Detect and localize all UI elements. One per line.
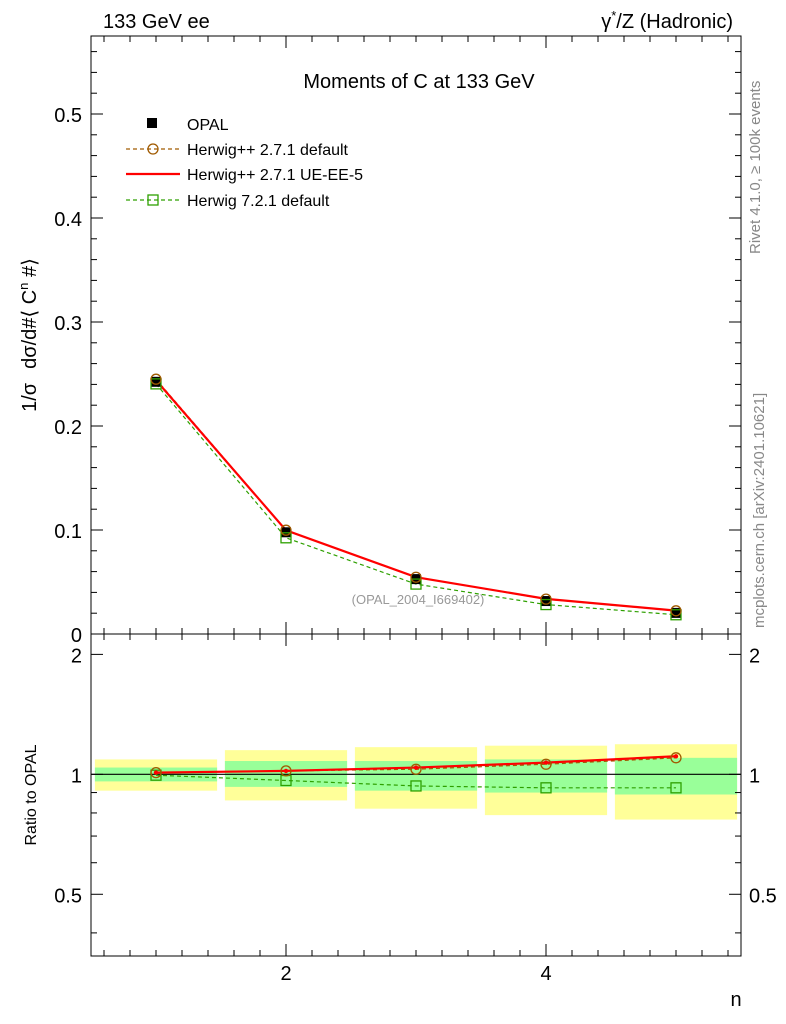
rivet-label: Rivet 4.1.0, ≥ 100k events: [747, 81, 764, 254]
legend-herwig7-label: Herwig 7.2.1 default: [187, 193, 330, 210]
ratio-y-tick-label-right: 1: [749, 765, 760, 787]
ratio-herwigpp-default-point: [410, 763, 422, 775]
legend-opal-marker: [147, 118, 157, 128]
ratio-y-tick-label-left: 2: [71, 645, 82, 667]
herwig7-point: [540, 598, 552, 611]
ratio-herwig7-point: [540, 782, 552, 794]
x-tick-label: 4: [540, 963, 551, 985]
legend-herwigpp-default-marker: [147, 143, 159, 155]
legend: OPAL Herwig++ 2.7.1 default Herwig++ 2.7…: [126, 117, 363, 210]
ratio-herwigpp-default-point: [540, 758, 552, 770]
herwigpp-default-point: [150, 373, 162, 385]
legend-item-herwigpp-ueee5: Herwig++ 2.7.1 UE-EE-5: [126, 167, 363, 184]
ratio-herwigpp-ueee5-point: [283, 768, 289, 774]
main-y-tick-label: 0.5: [54, 105, 82, 127]
ratio-herwigpp-default-point: [150, 766, 162, 779]
opal-data-point: [541, 596, 551, 607]
main-y-axis-label: 1/σdσ/d#⟨ Cn #⟩: [16, 258, 41, 412]
opal-data-point: [671, 607, 681, 618]
herwig7-point: [670, 609, 682, 621]
main-y-tick-label: 0.1: [54, 521, 82, 543]
main-y-tick-label: 0.3: [54, 313, 82, 335]
analysis-watermark: (OPAL_2004_I669402): [352, 592, 485, 607]
main-data-marks: [150, 373, 682, 621]
ratio-plot: 0.5 0.5 1 1 2 2 2 4 Ratio to OPAL n: [23, 633, 777, 1011]
herwigpp-default-point: [670, 605, 682, 617]
opal-data-point: [151, 376, 161, 387]
ratio-y-tick-label-left: 0.5: [54, 885, 82, 907]
x-tick-label: 2: [280, 963, 291, 985]
legend-item-herwigpp-default: Herwig++ 2.7.1 default: [126, 142, 349, 159]
header-right-label: γ*/Z (Hadronic): [601, 8, 733, 33]
herwig7-point: [410, 578, 422, 590]
header-left-label: 133 GeV ee: [103, 11, 210, 33]
herwigpp-default-point: [540, 593, 552, 605]
ratio-herwigpp-default-point: [280, 765, 292, 777]
legend-item-opal: OPAL: [147, 117, 229, 134]
ratio-y-axis-label: Ratio to OPAL: [23, 744, 40, 845]
ratio-herwigpp-ueee5-point: [673, 754, 679, 759]
ratio-herwigpp-default-point: [670, 752, 682, 764]
legend-opal-label: OPAL: [187, 117, 229, 134]
herwigpp-default-point: [280, 524, 292, 536]
ratio-y-tick-label-right: 2: [749, 645, 760, 667]
legend-herwigpp-default-label: Herwig++ 2.7.1 default: [187, 142, 349, 159]
herwig7-point: [150, 378, 162, 390]
legend-herwig7-marker: [147, 194, 159, 206]
ratio-herwigpp-ueee5-point: [413, 765, 419, 770]
ratio-y-tick-label-left: 1: [71, 765, 82, 787]
legend-item-herwig7: Herwig 7.2.1 default: [126, 193, 330, 210]
ratio-axis-ticks: 0.5 0.5 1 1 2 2 2 4: [54, 634, 777, 985]
ratio-herwig7-point: [410, 780, 422, 792]
main-plot: 0 0.1 0.2 0.3 0.4 0.5 Moments of C at 133 GeV…: [16, 35, 742, 647]
main-y-tick-label: 0: [71, 625, 82, 647]
ratio-herwig7-line: [155, 774, 676, 789]
herwig7-point: [280, 532, 292, 544]
ratio-herwigpp-ueee5-point: [543, 760, 549, 765]
legend-herwigpp-ueee5-label: Herwig++ 2.7.1 UE-EE-5: [187, 167, 363, 184]
mcplots-label: mcplots.cern.ch [arXiv:2401.10621]: [751, 393, 768, 628]
main-title: Moments of C at 133 GeV: [303, 71, 535, 93]
ratio-herwigpp-ueee5-point: [153, 770, 159, 775]
main-axis-ticks: 0 0.1 0.2 0.3 0.4 0.5: [54, 36, 741, 647]
main-y-tick-label: 0.2: [54, 417, 82, 439]
main-y-tick-label: 0.4: [54, 209, 82, 231]
herwigpp-default-point: [410, 571, 422, 583]
ratio-data-marks: [91, 744, 741, 820]
x-axis-label: n: [730, 989, 741, 1011]
ratio-y-tick-label-right: 0.5: [749, 885, 777, 907]
ratio-herwig7-point: [670, 782, 682, 794]
